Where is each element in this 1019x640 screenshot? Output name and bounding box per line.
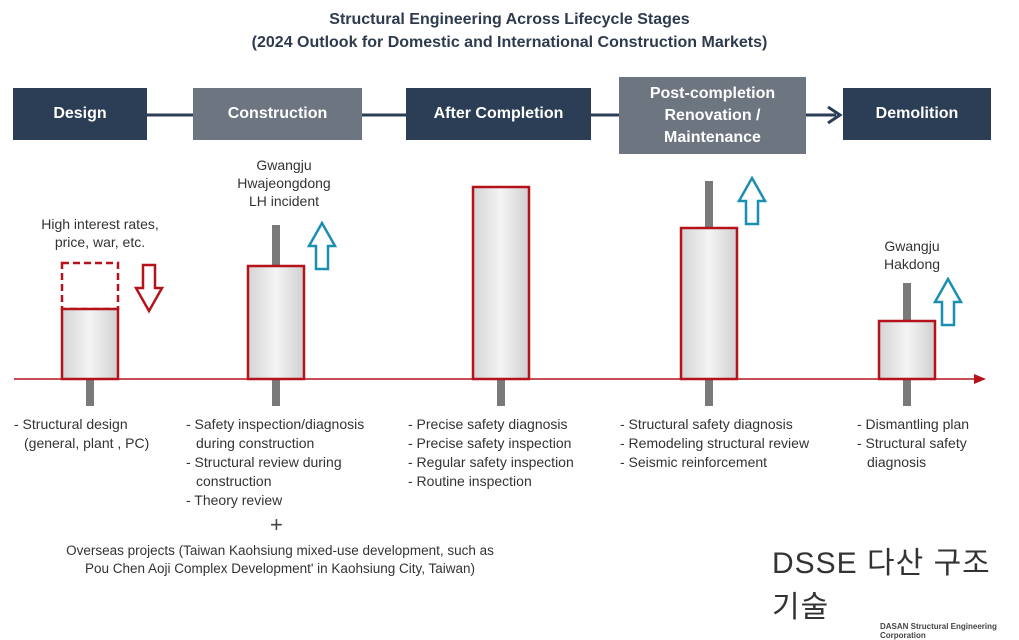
post-completion-bullets: - Structural safety diagnosis - Remodeli…	[620, 415, 809, 472]
up-arrow-icon	[736, 175, 768, 226]
after-completion-bullets: - Precise safety diagnosis - Precise saf…	[408, 415, 574, 491]
demolition-wick-top	[903, 283, 911, 323]
baseline-arrowhead	[974, 374, 986, 384]
post-wick-top	[705, 181, 713, 229]
company-logo: DSSE 다산 구조기술 DASAN Structural Engineerin…	[772, 538, 1019, 640]
post-wick-bottom	[705, 378, 713, 406]
up-arrow-icon	[306, 220, 338, 271]
bullet-item: - Structural design (general, plant , PC…	[14, 416, 150, 451]
stage-demolition: Demolition	[843, 88, 991, 140]
post-completion-candle	[679, 181, 739, 406]
up-arrow-icon	[932, 276, 964, 327]
demolition-wick-bottom	[903, 378, 911, 406]
bullet-item: - Remodeling structural review	[620, 435, 810, 451]
stage-construction: Construction	[193, 88, 362, 140]
title-line-2: (2024 Outlook for Domestic and Internati…	[251, 34, 768, 51]
bullet-item: - Regular safety inspection	[408, 454, 574, 470]
demolition-bullets: - Dismantling plan - Structural safety d…	[857, 415, 997, 472]
connector-arrowhead	[827, 105, 843, 125]
bullet-item: - Structural safety diagnosis	[620, 416, 793, 432]
construction-annotation: Gwangju Hwajeongdong LH incident	[237, 157, 331, 209]
bullet-item: - Dismantling plan	[857, 416, 970, 432]
bullet-item: - Precise safety inspection	[408, 435, 572, 451]
design-annotation: High interest rates, price, war, etc.	[41, 216, 159, 250]
logo-sub-text: DASAN Structural Engineering Corporation	[880, 622, 997, 640]
down-arrow-icon	[133, 263, 165, 314]
after-candle-body	[471, 185, 531, 381]
design-previous-level	[60, 261, 120, 311]
title-line-1: Structural Engineering Across Lifecycle …	[329, 11, 690, 28]
demolition-annotation: Gwangju Hakdong	[883, 238, 941, 272]
bullet-item: - Seismic reinforcement	[620, 454, 768, 470]
bullet-item: - Safety inspection/diagnosis during con…	[186, 416, 365, 451]
construction-wick-bottom	[272, 378, 280, 406]
overseas-projects-note: Overseas projects (Taiwan Kaohsiung mixe…	[66, 543, 494, 576]
plus-sign: +	[270, 512, 283, 537]
bullet-item: - Theory review	[186, 492, 283, 508]
construction-bullets: - Safety inspection/diagnosis during con…	[186, 415, 386, 510]
demolition-candle	[877, 283, 937, 406]
bullet-item: - Structural review during construction	[186, 454, 342, 489]
stage-post-completion: Post-completion Renovation / Maintenance	[619, 77, 806, 154]
stage-after-completion: After Completion	[406, 88, 591, 140]
post-candle-body	[679, 226, 739, 381]
after-wick-bottom	[497, 378, 505, 406]
construction-candle-body	[246, 264, 306, 381]
design-candle-body	[60, 307, 120, 381]
after-completion-candle	[471, 185, 531, 406]
bullet-item: - Routine inspection	[408, 473, 532, 489]
construction-candle	[246, 225, 306, 406]
logo-main-text: DSSE 다산 구조기술	[772, 547, 991, 624]
demolition-candle-body	[877, 319, 937, 381]
stage-design: Design	[13, 88, 147, 140]
design-wick-bottom	[86, 378, 94, 406]
bullet-item: - Precise safety diagnosis	[408, 416, 568, 432]
design-candle	[60, 261, 120, 406]
construction-wick-top	[272, 225, 280, 267]
bullet-item: - Structural safety diagnosis	[857, 435, 967, 470]
lifecycle-diagram	[14, 105, 986, 406]
design-bullets: - Structural design (general, plant , PC…	[14, 415, 164, 453]
